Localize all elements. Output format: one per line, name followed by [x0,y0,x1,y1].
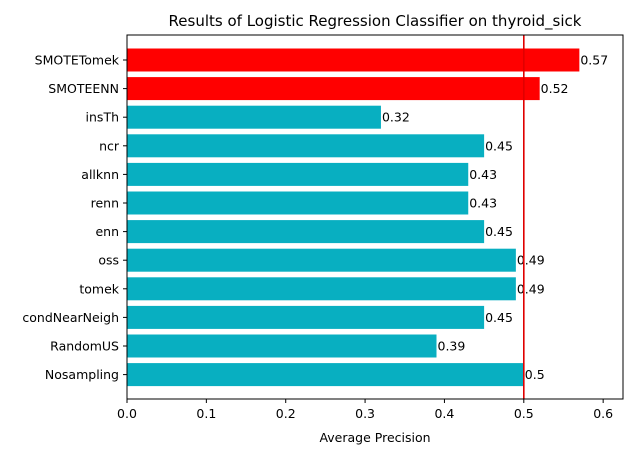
value-label-oss: 0.49 [517,253,545,268]
y-tick-label-insTh: insTh [86,110,119,125]
plot-frame [126,34,624,400]
value-label-SMOTEENN: 0.52 [541,81,569,96]
y-tick-label-SMOTETomek: SMOTETomek [35,53,120,68]
value-label-RandomUS: 0.39 [438,339,466,354]
chart-title: Results of Logistic Regression Classifie… [169,12,582,31]
y-tick-label-Nosampling: Nosampling [45,367,119,382]
value-label-enn: 0.45 [485,224,513,239]
y-tick-label-condNearNeigh: condNearNeigh [22,310,119,325]
y-axis: Nosampling RandomUS condNearNeigh tomek oss e… [22,53,127,382]
value-label-allknn: 0.43 [469,167,497,182]
bar-Nosampling [127,363,524,387]
bar-tomek [127,277,516,301]
bar-renn [127,191,469,215]
y-tick-label-renn: renn [91,196,119,211]
bar-allknn [127,162,469,186]
bar-condNearNeigh [127,305,485,329]
y-tick-label-SMOTEENN: SMOTEENN [48,81,119,96]
value-label-insTh: 0.32 [382,110,410,125]
value-label-condNearNeigh: 0.45 [485,310,513,325]
bar-SMOTEENN [127,77,540,101]
bars-group [127,48,580,387]
bar-enn [127,220,485,244]
x-tick-label-0.1: 0.1 [196,406,216,421]
bar-oss [127,248,516,272]
value-label-ncr: 0.45 [485,138,513,153]
value-label-Nosampling: 0.5 [525,367,545,382]
value-labels-group: 0.5 0.39 0.45 0.49 0.49 0.45 0.43 0.43 0.45 0.32 0… [382,53,608,383]
y-tick-label-tomek: tomek [79,281,119,296]
y-tick-label-allknn: allknn [81,167,119,182]
value-label-tomek: 0.49 [517,281,545,296]
y-tick-label-ncr: ncr [99,138,120,153]
x-axis: 0.0 0.1 0.2 0.3 0.4 0.5 0.6 [117,399,613,421]
value-label-renn: 0.43 [469,196,497,211]
x-tick-label-0.6: 0.6 [593,406,613,421]
x-tick-label-0.2: 0.2 [276,406,296,421]
x-tick-label-0.0: 0.0 [117,406,137,421]
x-tick-label-0.4: 0.4 [434,406,454,421]
x-tick-label-0.3: 0.3 [355,406,375,421]
y-tick-label-oss: oss [98,253,119,268]
x-axis-label: Average Precision [319,430,430,445]
bar-ncr [127,134,485,158]
bar-RandomUS [127,334,437,358]
y-tick-label-RandomUS: RandomUS [50,339,119,354]
value-label-SMOTETomek: 0.57 [580,53,608,68]
bar-insTh [127,105,381,129]
x-tick-label-0.5: 0.5 [514,406,534,421]
bar-SMOTETomek [127,48,580,72]
y-tick-label-enn: enn [95,224,119,239]
